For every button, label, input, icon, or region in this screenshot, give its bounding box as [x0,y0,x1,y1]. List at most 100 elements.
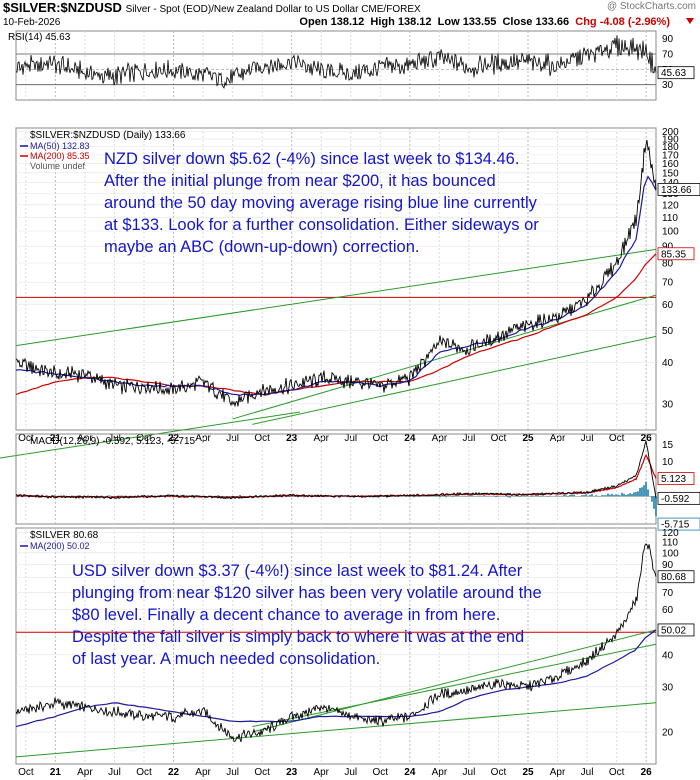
nzd-y-tick: 90 [662,242,674,253]
usd-trend-line [252,629,657,733]
nzd-y-tick: 100 [662,227,679,238]
chart-date: 10-Feb-2026 [3,17,61,28]
macd-histogram [15,481,657,517]
x-tick-label: Oct [609,767,625,778]
rsi-panel [15,30,657,101]
axis-value-tag [657,491,700,505]
rsi-legend: RSI(14) 45.63 [8,32,71,43]
axis-value-label: 5.123 [661,474,686,485]
nzd-y-tick: 180 [662,142,679,153]
x-tick-label: Jul [463,767,476,778]
x-tick-label: 26 [641,767,653,778]
usd-legend-main: $SILVER 80.68 [30,530,99,541]
axis-value-tag [657,66,695,80]
nzd-y-tick: 200 [662,127,679,138]
long-trend-line [0,411,301,459]
nzd-annotation: NZD silver down $5.62 (-4%) since last w… [104,150,539,256]
nzd-trend-line [252,335,657,425]
axis-value-label: 80.68 [661,572,686,583]
macd-line [15,440,657,500]
axis-value-tag [657,570,695,584]
usd-y-tick: 120 [662,528,679,539]
x-tick-label: Apr [195,767,211,778]
usd-y-tick: 70 [662,588,674,599]
ohlc-readout: Open 138.12 High 138.12 Low 133.55 Close… [299,16,670,28]
rsi-y-tick: 30 [662,80,674,91]
axis-value-tag [657,517,700,531]
credit-label: @ StockCharts.com [606,1,696,12]
usd-y-tick: 60 [662,605,674,616]
nzd-y-tick: 50 [662,326,674,337]
usd-y-tick: 100 [662,548,679,559]
down-arrow-icon [686,18,694,24]
nzd-ma50-line [15,175,657,396]
nzd-legend-ma200: MA(200) 85.35 [30,151,90,161]
rsi-y-tick: 70 [662,50,674,61]
rsi-line [15,35,657,89]
macd-y-tick: 10 [662,457,674,468]
axis-value-label: -0.592 [661,494,690,505]
nzd-y-tick: 120 [662,200,679,211]
x-tick-label: Oct [373,767,389,778]
usd-legend-ma200: MA(200) 50.02 [30,541,90,551]
nzd-price-panel [15,127,657,431]
macd-y-tick: 15 [662,440,674,451]
nzd-price-line [15,140,657,408]
x-tick-label: Jul [226,767,239,778]
nzd-y-tick: 160 [662,159,679,170]
usd-y-tick: 110 [662,538,678,549]
rsi-y-tick: 90 [662,34,674,45]
nzd-legend-volume: Volume undef [30,161,86,171]
x-tick-label: Apr [77,767,93,778]
x-tick-label: Oct [18,767,34,778]
x-tick-label: Jul [581,767,594,778]
axis-value-label: 133.66 [661,185,692,196]
x-tick-label: 23 [286,767,298,778]
nzd-y-tick: 170 [662,150,679,161]
nzd-trend-line [232,294,657,420]
x-tick-label: Jul [344,767,357,778]
x-tick-label: Jul [108,767,121,778]
nzd-y-tick: 70 [662,278,674,289]
axis-value-label: 50.02 [661,625,686,636]
axis-value-label: -5.715 [661,520,690,531]
nzd-y-tick: 110 [662,213,678,224]
usd-y-tick: 20 [662,727,674,738]
x-tick-label: Oct [136,767,152,778]
axis-value-tag [657,472,695,485]
x-tick-label: 21 [50,767,62,778]
axis-value-tag [657,247,695,261]
x-tick-label: Oct [254,767,270,778]
usd-y-tick: 40 [662,650,674,661]
axis-value-label: 45.63 [661,68,686,79]
nzd-y-tick: 80 [662,259,674,270]
axis-value-tag [657,182,700,196]
chart-title: $SILVER:$NZDUSD Silver - Spot (EOD)/New … [3,0,421,15]
axis-value-tag [657,623,695,637]
x-tick-label: Apr [313,767,329,778]
x-tick-label: Apr [550,767,566,778]
usd-trend-line [15,702,657,758]
nzd-y-tick: 190 [662,134,679,145]
nzd-y-tick: 150 [662,168,679,179]
nzd-y-tick: 40 [662,358,674,369]
usd-ma200-line [15,629,657,728]
usd-annotation: USD silver down $3.37 (-4%!) since last … [72,562,542,668]
macd-legend: MACD(12,26,9) -0.592, 5.123, -5.715 [30,436,196,447]
chart-header: $SILVER:$NZDUSD Silver - Spot (EOD)/New … [0,0,700,30]
usd-price-line [15,543,657,742]
macd-signal-line [15,454,657,499]
nzd-legend-ma50: MA(50) 132.83 [30,141,90,151]
nzd-y-tick: 60 [662,300,674,311]
nzd-ma200-line [15,253,657,396]
usd-y-tick: 30 [662,682,674,693]
macd-panel [15,433,657,525]
nzd-y-tick: 30 [662,399,674,410]
x-tick-label: 24 [404,767,416,778]
x-tick-label: Apr [432,767,448,778]
usd-price-panel [15,527,657,765]
nzd-trend-line [15,248,657,347]
x-tick-label: 25 [522,767,534,778]
nzd-legend-main: $SILVER:$NZDUSD (Daily) 133.66 [30,130,186,141]
